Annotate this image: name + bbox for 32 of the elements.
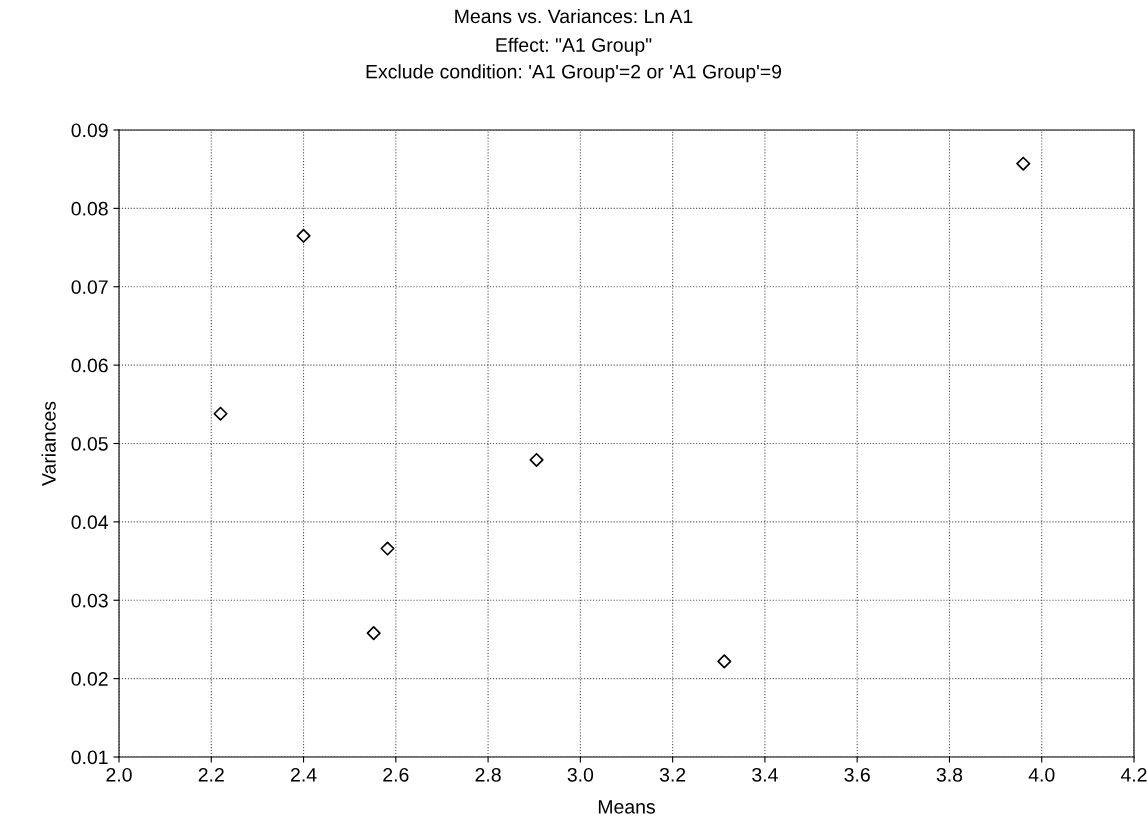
x-tick-label: 3.6 (844, 767, 870, 782)
x-tick-label: 4.0 (1028, 767, 1055, 782)
x-tick-label: 3.4 (752, 767, 778, 782)
y-tick-label: 0.02 (71, 672, 108, 686)
y-tick-label: 0.09 (71, 123, 108, 138)
point (213, 406, 228, 421)
y-tick-label: 0.01 (71, 750, 108, 765)
point (366, 626, 381, 641)
x-tick-label: 3.0 (567, 767, 594, 782)
x-tick-label: 2.2 (198, 767, 224, 782)
point (717, 654, 732, 669)
point (380, 541, 395, 556)
y-tick-label: 0.07 (71, 280, 108, 294)
y-tick-label: 0.05 (71, 436, 108, 451)
y-tick-label: 0.08 (71, 201, 108, 216)
x-tick-label: 2.4 (291, 767, 317, 782)
point (529, 452, 544, 468)
x-tick-label: 4.2 (1120, 767, 1147, 782)
x-tick-label: 2.0 (106, 767, 132, 782)
x-tick-label: 3.2 (659, 767, 686, 782)
x-tick-label: 2.8 (475, 767, 501, 782)
x-axis-title: Means (598, 800, 655, 814)
chart-subtitle: Effect: "A1 Group" Exclude condition: 'A1 Group'=2 or 'A1 Group'=9 (366, 37, 782, 83)
y-axis-title: Variances (41, 401, 56, 486)
point (1016, 156, 1031, 171)
chart-title: Means vs. Variances: Ln A1 (455, 8, 693, 24)
y-tick-label: 0.04 (71, 515, 109, 530)
x-tick-label: 3.8 (936, 767, 963, 782)
y-tick-label: 0.03 (71, 593, 108, 608)
point (296, 228, 311, 243)
y-tick-label: 0.06 (71, 358, 108, 373)
x-tick-label: 2.6 (383, 767, 409, 782)
